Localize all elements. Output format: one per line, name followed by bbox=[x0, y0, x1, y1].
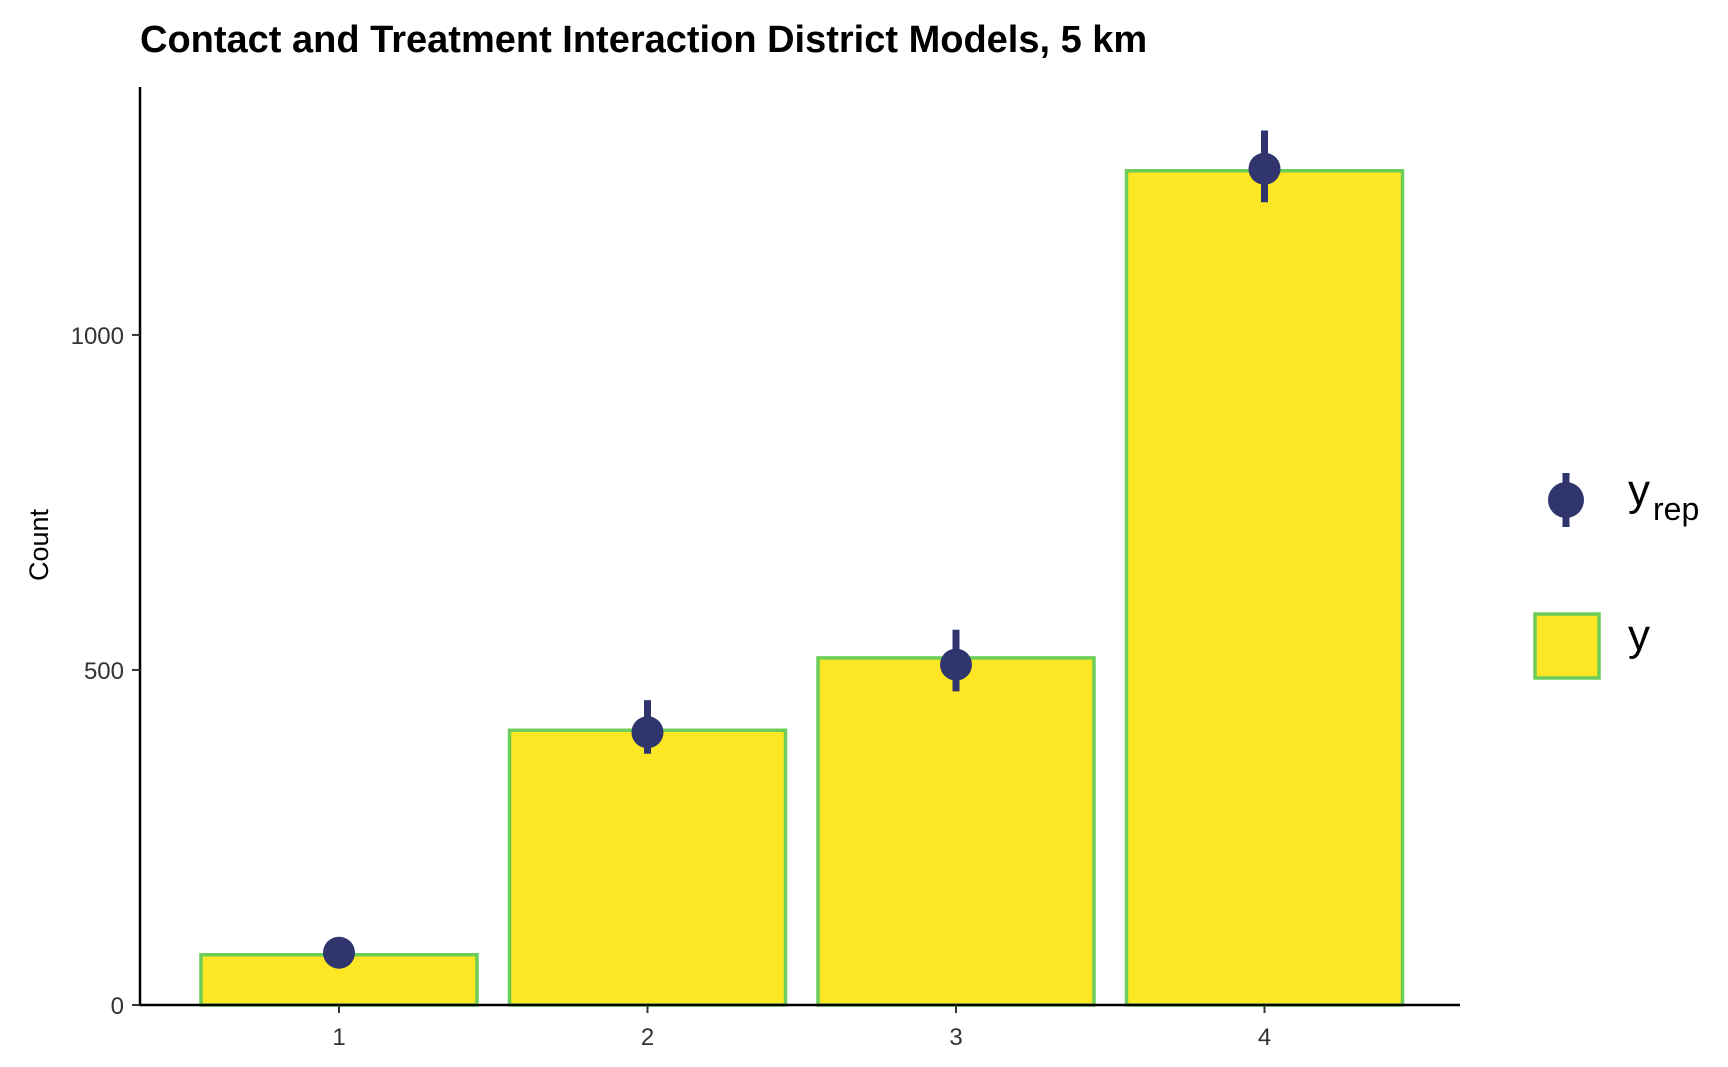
x-tick-label-3: 3 bbox=[949, 1024, 962, 1051]
y-tick-label-500: 500 bbox=[84, 658, 124, 685]
y-axis-label: Count bbox=[24, 508, 54, 581]
points-layer bbox=[323, 130, 1281, 969]
legend-y-swatch bbox=[1533, 612, 1601, 680]
yrep-point-3 bbox=[940, 648, 972, 681]
legend-item-y: y bbox=[1533, 611, 1650, 680]
bar-2 bbox=[507, 728, 788, 1007]
legend-label-yrep-subscript: rep bbox=[1653, 491, 1699, 527]
bar-4 bbox=[1124, 169, 1405, 1007]
y-tick-label-0: 0 bbox=[111, 993, 124, 1020]
legend-label-y: y bbox=[1628, 611, 1650, 660]
x-tick-label-1: 1 bbox=[332, 1024, 345, 1051]
y-tick-label-1000: 1000 bbox=[71, 323, 124, 350]
bar-3 bbox=[816, 656, 1096, 1007]
legend-yrep-point bbox=[1548, 482, 1584, 518]
bars-layer bbox=[199, 169, 1405, 1007]
legend-label-yrep: y bbox=[1628, 466, 1650, 515]
yrep-point-4 bbox=[1248, 152, 1281, 185]
yrep-point-1 bbox=[323, 936, 355, 969]
yrep-pointrange-4 bbox=[1248, 130, 1281, 203]
axes-layer: 0 500 1000 1 2 3 4 bbox=[71, 87, 1460, 1051]
legend-item-yrep: y rep bbox=[1548, 466, 1699, 527]
yrep-point-2 bbox=[631, 716, 664, 749]
yrep-pointrange-2 bbox=[631, 700, 664, 754]
x-tick-label-2: 2 bbox=[641, 1024, 654, 1051]
yrep-pointrange-1 bbox=[323, 936, 355, 969]
chart-title: Contact and Treatment Interaction Distri… bbox=[140, 19, 1147, 61]
x-tick-label-4: 4 bbox=[1258, 1024, 1271, 1051]
yrep-pointrange-3 bbox=[940, 629, 972, 692]
